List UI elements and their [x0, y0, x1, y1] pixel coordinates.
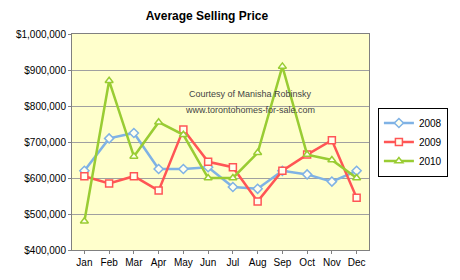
svg-text:$1,000,000: $1,000,000	[16, 29, 66, 40]
svg-text:2008: 2008	[419, 118, 442, 129]
svg-text:$700,000: $700,000	[24, 137, 66, 148]
svg-text:Mar: Mar	[125, 257, 143, 268]
svg-text:Average Selling Price: Average Selling Price	[146, 9, 269, 23]
svg-text:Nov: Nov	[323, 257, 341, 268]
svg-text:Dec: Dec	[348, 257, 366, 268]
svg-text:Courtesy of Manisha Robinsky: Courtesy of Manisha Robinsky	[189, 89, 312, 99]
svg-text:$900,000: $900,000	[24, 65, 66, 76]
svg-text:Jul: Jul	[226, 257, 239, 268]
svg-text:Apr: Apr	[151, 257, 167, 268]
svg-text:$400,000: $400,000	[24, 245, 66, 256]
svg-text:$600,000: $600,000	[24, 173, 66, 184]
svg-text:2009: 2009	[419, 137, 442, 148]
svg-text:Jun: Jun	[200, 257, 216, 268]
svg-text:www.torontohomes-for-sale.com: www.torontohomes-for-sale.com	[185, 105, 315, 115]
svg-text:Sep: Sep	[273, 257, 291, 268]
svg-text:Feb: Feb	[101, 257, 119, 268]
svg-text:Jan: Jan	[76, 257, 92, 268]
svg-text:2010: 2010	[419, 156, 442, 167]
svg-text:$800,000: $800,000	[24, 101, 66, 112]
svg-text:Oct: Oct	[299, 257, 315, 268]
svg-text:$500,000: $500,000	[24, 209, 66, 220]
svg-text:Aug: Aug	[249, 257, 267, 268]
svg-text:May: May	[174, 257, 193, 268]
